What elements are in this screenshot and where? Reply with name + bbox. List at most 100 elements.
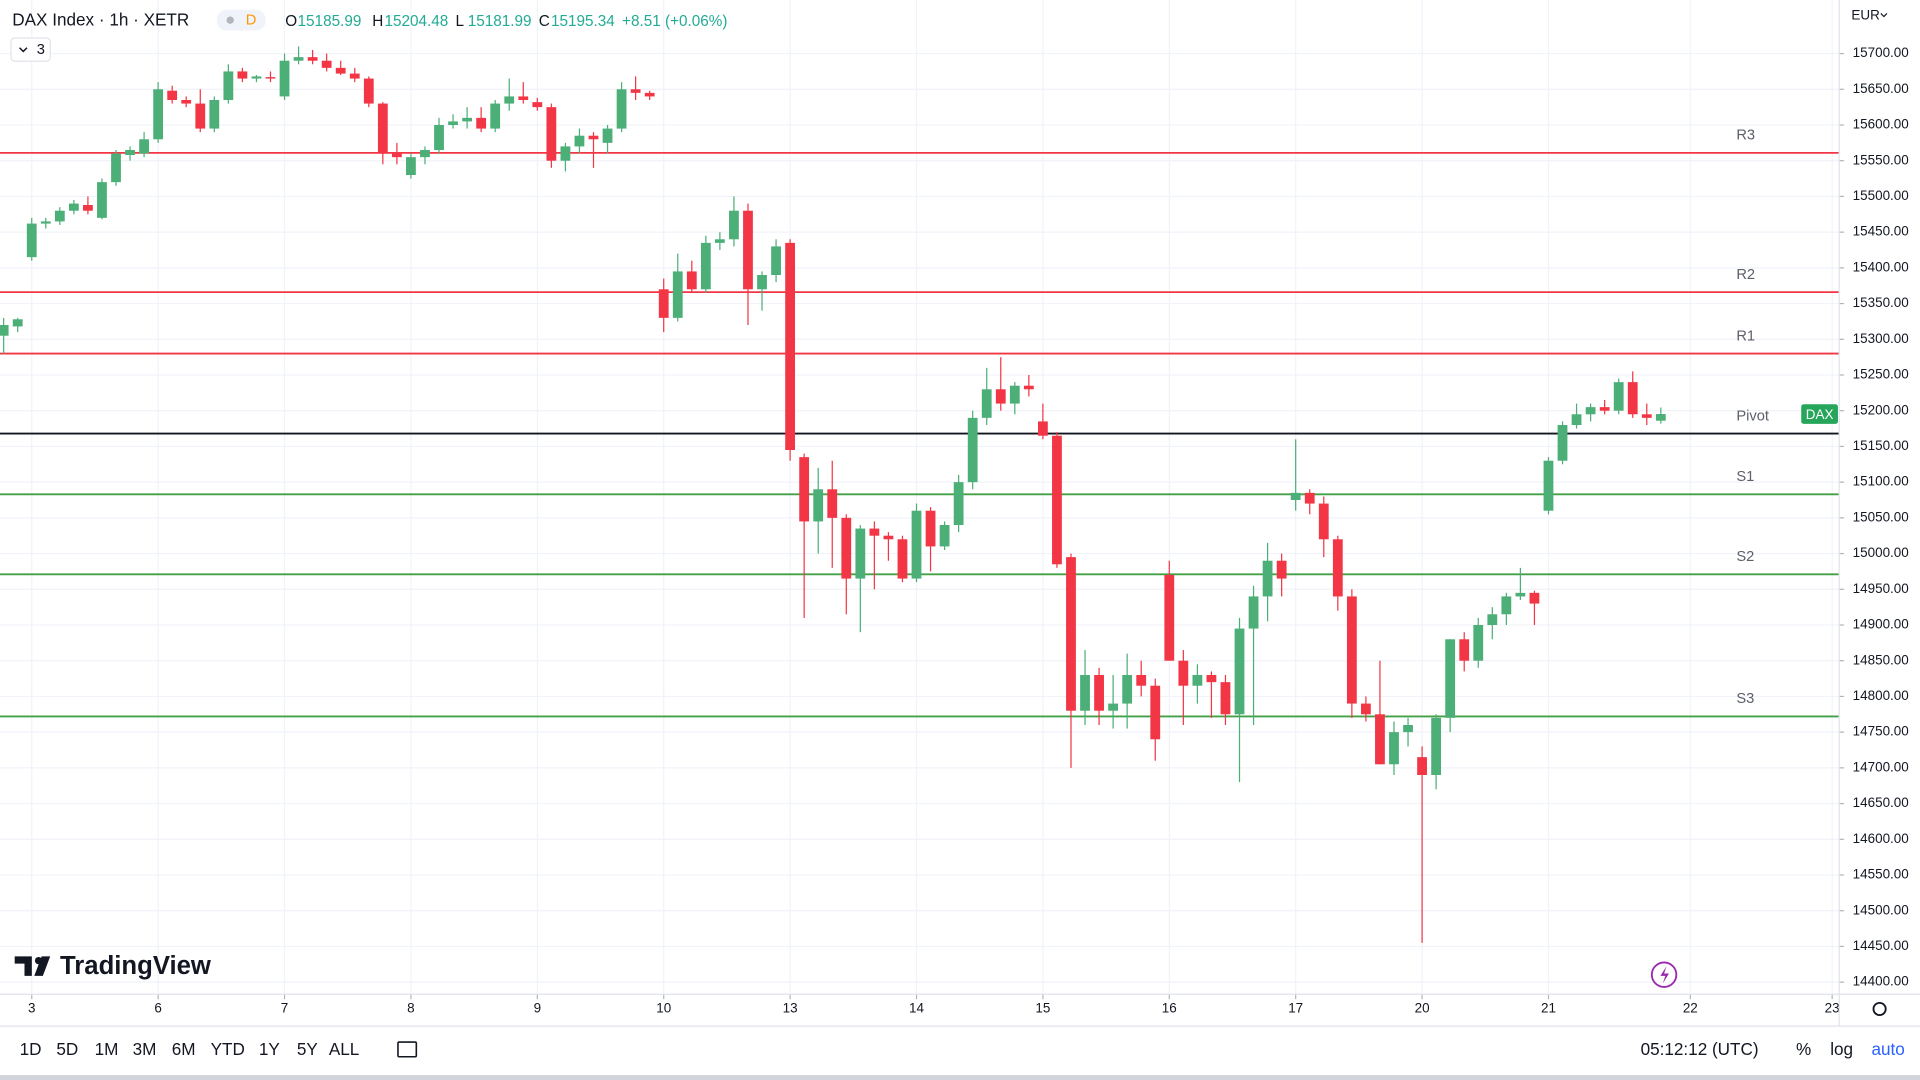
candle-body (729, 210, 739, 240)
candle-body (307, 57, 318, 61)
candle-body (209, 100, 220, 129)
candle-body (1192, 675, 1203, 686)
y-tick-label: 14900.00 (1853, 617, 1909, 632)
lightning-button[interactable] (1650, 961, 1678, 988)
y-tick-label: 14550.00 (1853, 867, 1909, 882)
candle-body (1248, 596, 1259, 629)
candle-body (1501, 596, 1512, 615)
candle-body (869, 528, 880, 536)
y-tick-label: 15350.00 (1853, 295, 1909, 310)
candle-body (1431, 717, 1442, 775)
candle-body (644, 92, 655, 97)
currency[interactable]: EUR (1851, 7, 1880, 22)
ohlc-value: 15195.34 (551, 13, 615, 30)
candle-body (420, 150, 430, 158)
y-tick-label: 14400.00 (1853, 974, 1909, 989)
y-tick-label: 14600.00 (1853, 831, 1909, 846)
indicators-toggle[interactable] (10, 37, 51, 62)
x-tick-label: 17 (1288, 1001, 1303, 1016)
ohlc-key: O (285, 13, 297, 30)
candle-body (841, 517, 852, 579)
candle-body (434, 125, 444, 150)
badge-bg[interactable] (216, 9, 266, 31)
candle-body (883, 535, 894, 540)
candle-body (1655, 414, 1666, 421)
candle-body (462, 117, 472, 122)
range-button[interactable]: 6M (172, 1039, 196, 1059)
candle-body (1641, 414, 1652, 418)
ohlc-key: H (372, 13, 383, 30)
pivot-level-label: R1 (1736, 328, 1755, 344)
candle-body (97, 182, 107, 218)
y-tick-label: 15550.00 (1853, 152, 1909, 167)
range-button[interactable]: 3M (133, 1039, 157, 1059)
x-tick-label: 8 (407, 1001, 414, 1016)
candle-body (1290, 492, 1301, 500)
y-tick-label: 15200.00 (1853, 402, 1909, 417)
candle-body (237, 71, 248, 79)
range-button[interactable]: ALL (329, 1039, 359, 1059)
candle-body (1262, 560, 1273, 597)
logo-text: TradingView (60, 952, 212, 980)
candle-body (981, 389, 992, 418)
candle-body (406, 157, 416, 175)
candle-body (1009, 385, 1020, 404)
x-tick-label: 23 (1825, 1001, 1840, 1016)
candle-body (1473, 625, 1484, 661)
y-tick-label: 15450.00 (1853, 224, 1909, 239)
range-button[interactable]: 5D (56, 1039, 78, 1059)
candle-body (68, 203, 79, 211)
candle-body (1375, 714, 1385, 765)
pivot-level-label: S1 (1736, 469, 1754, 485)
candle-body (1627, 382, 1638, 415)
settings-icon[interactable] (1872, 1001, 1887, 1017)
candle-body (518, 96, 529, 100)
pivot-level-label: Pivot (1736, 408, 1769, 424)
ohlc-key: L (456, 13, 465, 30)
ohlc-value: 15181.99 (468, 13, 532, 30)
candle-body (391, 153, 402, 158)
candle-body (54, 210, 65, 222)
candle-body (827, 489, 838, 518)
pivot-level-label: R2 (1736, 267, 1755, 283)
y-tick-label: 14450.00 (1853, 938, 1909, 953)
candle-body (1318, 503, 1329, 540)
candle-body (714, 239, 725, 243)
x-tick-label: 15 (1035, 1001, 1050, 1016)
change: +8.51 (+0.06%) (622, 13, 727, 30)
candle-body (925, 510, 936, 547)
scale-option[interactable]: auto (1871, 1039, 1904, 1059)
clock: 05:12:12 (UTC) (1641, 1039, 1759, 1059)
y-tick-label: 15100.00 (1853, 474, 1909, 489)
candle-body (588, 135, 599, 140)
scale-option[interactable]: % (1796, 1039, 1811, 1059)
scale-option[interactable]: log (1830, 1039, 1853, 1059)
candle-body (1361, 703, 1371, 715)
candle-body (1023, 385, 1034, 390)
last-price-symbol: DAX (1806, 407, 1834, 422)
date-range-icon[interactable] (397, 1041, 418, 1058)
candle-body (1080, 675, 1090, 711)
y-tick-label: 15300.00 (1853, 331, 1909, 346)
y-tick-label: 14700.00 (1853, 759, 1909, 774)
candle-body (897, 539, 908, 579)
range-button[interactable]: 1D (20, 1039, 42, 1059)
candle-body (602, 128, 613, 143)
candle-body (799, 457, 810, 522)
range-button[interactable]: YTD (211, 1039, 245, 1059)
candle-body (1346, 596, 1357, 704)
range-button[interactable]: 5Y (297, 1039, 319, 1059)
candle-body (967, 417, 978, 483)
candle-body (813, 489, 824, 522)
range-button[interactable]: 1Y (259, 1039, 281, 1059)
candle-body (167, 90, 178, 101)
range-button[interactable]: 1M (95, 1039, 119, 1059)
candle-body (251, 76, 262, 79)
ohlc-value: 15185.99 (298, 13, 362, 30)
badge-dot (226, 16, 234, 24)
candle-body (448, 121, 458, 125)
candle-body (953, 482, 964, 525)
candle-body (321, 60, 332, 68)
last-price-badge (1801, 404, 1838, 424)
